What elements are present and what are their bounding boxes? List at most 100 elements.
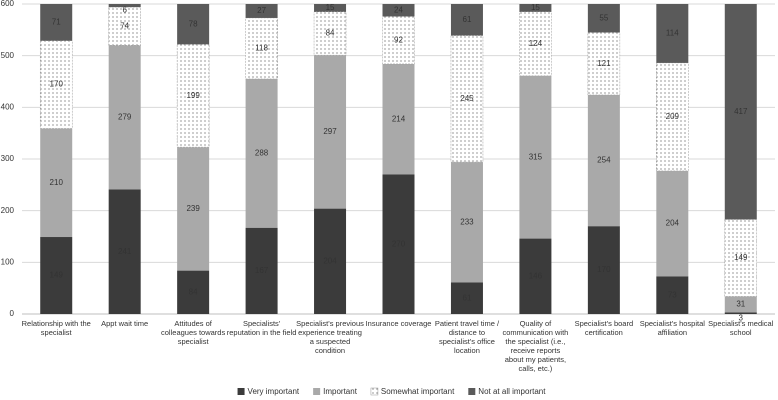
y-tick-label: 300 (1, 154, 15, 163)
data-label: 239 (186, 204, 200, 213)
data-label: 114 (666, 29, 679, 38)
data-label: 15 (531, 3, 540, 12)
x-tick-label: Relationship with the specialist (21, 319, 91, 337)
bar-segment (724, 4, 757, 220)
bar-segment (314, 55, 347, 209)
data-label: 6 (122, 6, 127, 15)
data-label: 288 (255, 148, 269, 157)
data-label: 149 (734, 253, 748, 262)
bar-segment (177, 147, 210, 271)
bar-segment (108, 189, 141, 314)
data-label: 270 (392, 239, 406, 248)
legend-label: Somewhat important (381, 387, 455, 396)
data-label: 146 (529, 271, 543, 280)
bar-segment (245, 78, 278, 228)
bar-segment (724, 219, 758, 297)
bar-segment (724, 312, 757, 314)
legend-swatch (468, 388, 476, 395)
data-label: 204 (323, 256, 337, 265)
data-label: 279 (118, 113, 132, 122)
data-label: 167 (255, 266, 269, 275)
y-tick-label: 400 (1, 102, 15, 111)
bar-segment (40, 4, 73, 41)
bar-segment (587, 32, 621, 96)
data-label: 24 (394, 5, 403, 14)
data-label: 241 (118, 247, 132, 256)
bar-segment (656, 4, 689, 63)
x-tick-label: Specialist's medical school (708, 319, 774, 337)
data-label: 61 (463, 15, 472, 24)
bar-segment (519, 75, 552, 239)
data-label: 149 (50, 271, 64, 280)
bar-segment (587, 4, 620, 33)
bar-segment (587, 226, 620, 314)
x-tick-label: Quality of communication with the specia… (502, 319, 569, 373)
x-tick-label: Attitudes of colleagues towards speciali… (161, 319, 226, 346)
data-label: 3 (739, 313, 744, 322)
y-tick-label: 0 (10, 309, 15, 318)
x-tick-label: Patient travel time / distance to specia… (434, 319, 500, 355)
data-label: 92 (394, 35, 403, 44)
data-label: 78 (189, 19, 198, 28)
bar-segment (519, 238, 552, 314)
data-label: 55 (599, 13, 608, 22)
data-label: 84 (189, 287, 198, 296)
x-tick-label: Appt wait time (101, 319, 149, 328)
y-tick-label: 200 (1, 206, 15, 215)
data-label: 245 (460, 94, 474, 103)
bar-segment (587, 94, 620, 227)
bar-segment (656, 276, 689, 314)
bar-segment (177, 270, 210, 314)
bar-segment (245, 17, 278, 80)
data-label: 199 (186, 91, 200, 100)
data-label: 315 (529, 152, 543, 161)
data-label: 210 (50, 178, 64, 187)
data-label: 209 (666, 112, 680, 121)
x-tick-label: Specialist's board certification (574, 319, 634, 337)
data-label: 170 (50, 80, 64, 89)
data-label: 61 (463, 293, 472, 302)
data-label: 73 (668, 290, 677, 299)
data-label: 170 (597, 265, 611, 274)
bar-segment (39, 40, 73, 129)
bar-segment (519, 4, 552, 12)
data-label: 71 (52, 17, 61, 26)
legend-label: Important (323, 387, 358, 396)
x-tick-label: Specialists' reputation in the field (226, 319, 297, 337)
y-tick-label: 100 (1, 257, 15, 266)
legend-label: Very important (248, 387, 300, 396)
bar-segment (450, 35, 484, 163)
x-tick-label: Specialist's hospital affiliation (639, 319, 705, 337)
bar-segment (108, 6, 141, 46)
bar-segment (245, 4, 278, 18)
bar-segment (314, 4, 347, 12)
data-label: 233 (460, 217, 474, 226)
bar-segment (177, 4, 210, 45)
bar-segment (382, 16, 415, 65)
bar-segment (108, 4, 141, 8)
data-label: 417 (734, 107, 748, 116)
bar-segment (656, 62, 689, 172)
bar-segment (313, 11, 347, 56)
bar-segment (382, 63, 415, 175)
data-label: 118 (255, 44, 268, 53)
bar-segment (724, 296, 757, 313)
bar-segment (450, 4, 483, 36)
x-tick-label: Insurance coverage (365, 319, 432, 328)
data-label: 297 (323, 127, 337, 136)
bar-segment (245, 227, 278, 314)
data-label: 74 (120, 21, 129, 30)
y-tick-label: 500 (1, 51, 15, 60)
bar-segment (108, 45, 141, 190)
bar-segment (656, 170, 689, 277)
data-label: 121 (597, 59, 611, 68)
data-label: 214 (392, 114, 406, 123)
bar-segment (314, 208, 347, 314)
legend-swatch (237, 388, 245, 395)
legend-label: Not at all important (478, 387, 546, 396)
data-label: 84 (326, 29, 335, 38)
bar-segment (450, 162, 483, 283)
data-label: 204 (666, 219, 680, 228)
